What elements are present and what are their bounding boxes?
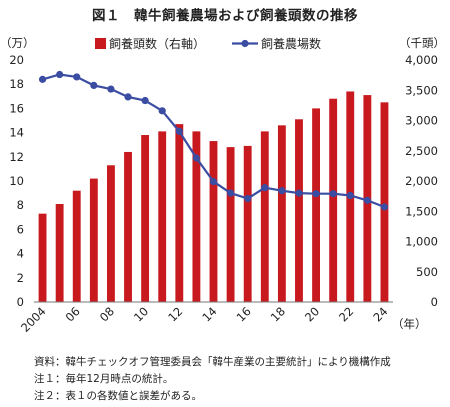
left-axis-unit: （万） (0, 36, 35, 50)
right-tick-label: 4,000 (405, 53, 438, 67)
bar (226, 147, 235, 302)
bar (158, 131, 167, 302)
x-tick-label: 14 (199, 304, 219, 324)
legend-bar-swatch (95, 38, 106, 49)
bar (124, 151, 132, 302)
bar (209, 141, 218, 302)
right-tick-label: 0 (431, 295, 438, 309)
line-series (38, 70, 389, 211)
line-point (38, 75, 47, 83)
left-tick-label: 20 (9, 53, 24, 67)
line-point (244, 194, 252, 203)
bar (106, 165, 115, 302)
left-tick-label: 8 (17, 198, 24, 212)
left-tick-label: 16 (9, 101, 24, 115)
line-point (107, 85, 115, 93)
line-point (346, 191, 354, 200)
bar (312, 108, 321, 303)
note-2: 注２：表１の各数値と誤差がある。 (34, 390, 202, 402)
x-tick-label: 06 (63, 304, 83, 324)
note-1: 注１：毎年12月時点の統計。 (34, 373, 174, 385)
x-axis-unit: （年） (392, 317, 427, 331)
x-tick-label: 12 (165, 304, 185, 324)
line-point (124, 93, 132, 101)
right-axis: 0 500 1,000 1,500 2,000 2,500 3,000 3,500 4,000 (405, 53, 438, 309)
left-tick-label: 6 (17, 222, 24, 236)
x-tick-label: 20 (302, 304, 322, 324)
right-tick-label: 2,000 (405, 174, 438, 188)
x-tick-label: 22 (336, 304, 356, 324)
bar (243, 145, 252, 302)
notes: 資料：韓牛チェックオフ管理委員会「韓牛産業の主要統計」により機構作成 注１：毎年… (34, 354, 391, 405)
legend: 飼養頭数（右軸） 飼養農場数 (95, 36, 321, 51)
bar (192, 131, 201, 302)
bar (55, 203, 64, 302)
left-axis: 0 2 4 6 8 10 12 14 16 18 20 (9, 53, 24, 309)
right-tick-label: 1,000 (405, 235, 438, 249)
bar (260, 131, 269, 302)
line-point (73, 73, 81, 81)
bar (38, 213, 47, 302)
line-point (209, 178, 218, 186)
right-tick-label: 3,000 (405, 114, 438, 128)
left-tick-label: 0 (17, 295, 24, 309)
bar (72, 190, 81, 302)
line-point (278, 187, 286, 195)
bar (380, 102, 389, 302)
left-tick-label: 10 (9, 174, 24, 188)
x-tick-label: 08 (97, 304, 117, 324)
line-point (226, 189, 235, 197)
chart-title: 図１ 韓牛飼養農場および飼養頭数の推移 (92, 8, 358, 24)
source-note: 資料：韓牛チェックオフ管理委員会「韓牛産業の主要統計」により機構作成 (34, 356, 391, 368)
bar-series (38, 91, 389, 303)
line-point (295, 189, 303, 197)
line-point (363, 196, 371, 204)
right-tick-label: 500 (416, 265, 438, 279)
x-tick-label: 10 (131, 304, 151, 324)
bar (141, 135, 150, 302)
right-axis-unit: （千頭） (399, 36, 445, 50)
line-point (261, 184, 269, 192)
line-point (312, 190, 320, 198)
left-tick-label: 12 (9, 150, 24, 164)
x-tick-label: 16 (234, 304, 254, 324)
line-point (192, 154, 201, 162)
right-tick-label: 2,500 (405, 144, 438, 158)
x-tick-label: 24 (370, 304, 390, 324)
line-point (380, 203, 389, 211)
right-tick-label: 1,500 (405, 204, 438, 218)
x-tick-label: 18 (268, 304, 288, 324)
bar (329, 98, 338, 302)
right-tick-label: 3,500 (405, 83, 438, 97)
left-tick-label: 4 (17, 247, 24, 261)
line-point (141, 96, 149, 105)
legend-label-line: 飼養農場数 (261, 36, 321, 51)
line-point (158, 107, 166, 115)
bar (277, 125, 286, 302)
bar (89, 178, 98, 302)
line-point (90, 81, 98, 90)
line-point (175, 127, 183, 135)
x-axis: 2004 06 08 10 12 14 16 18 20 22 24 (18, 304, 391, 335)
line-point (329, 190, 337, 198)
bar (175, 124, 184, 302)
line-point (56, 70, 64, 79)
legend-line-marker (241, 39, 249, 48)
left-tick-label: 18 (9, 77, 24, 91)
bar (295, 119, 303, 302)
left-tick-label: 14 (9, 126, 24, 140)
left-tick-label: 2 (17, 271, 24, 285)
legend-label-bars: 飼養頭数（右軸） (109, 36, 205, 51)
